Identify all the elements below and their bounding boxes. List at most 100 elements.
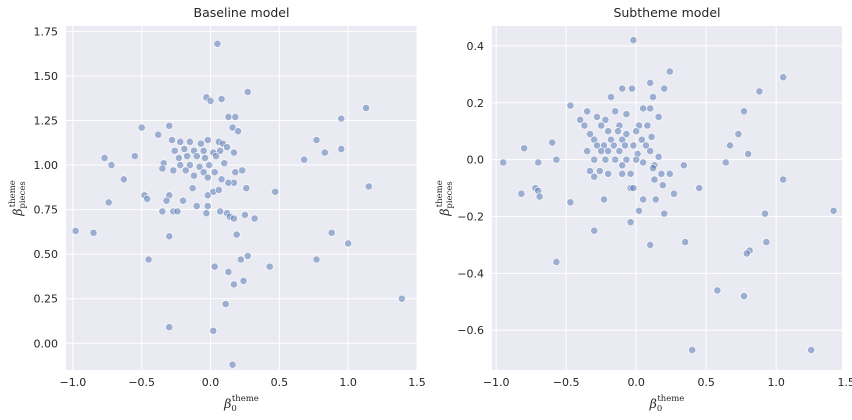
scatter-point — [201, 153, 209, 162]
scatter-point — [199, 168, 208, 177]
scatter-point — [144, 255, 153, 264]
scatter-point — [583, 147, 592, 155]
scatter-point — [165, 323, 174, 332]
scatter-point — [552, 155, 561, 164]
scatter-points — [71, 39, 406, 369]
scatter-point — [209, 326, 218, 335]
y-tick-label: 0.75 — [34, 204, 59, 217]
y-tick-label: 1.25 — [34, 114, 59, 127]
scatter-point — [601, 155, 610, 164]
scatter-point — [223, 143, 231, 152]
scatter-point — [71, 227, 80, 235]
scatter-point — [622, 130, 631, 138]
scatter-point — [590, 226, 599, 235]
chart-title: Subtheme model — [613, 5, 720, 20]
scatter-point — [646, 241, 655, 249]
scatter-point — [654, 113, 663, 121]
scatter-point — [220, 159, 229, 168]
scatter-point — [224, 268, 233, 276]
scatter-point — [611, 107, 620, 116]
scatter-point — [586, 130, 594, 138]
x-tick-label: 0.0 — [202, 376, 220, 389]
scatter-point — [604, 147, 613, 155]
scatter-point — [174, 153, 183, 162]
scatter-point — [807, 346, 816, 354]
scatter-point — [176, 161, 185, 169]
scatter-point — [618, 169, 627, 178]
y-tick-label: 1.50 — [34, 70, 59, 83]
gridlines — [492, 26, 847, 370]
x-tick-label: 1.5 — [408, 376, 426, 389]
scatter-point — [650, 175, 659, 184]
scatter-point — [601, 115, 610, 124]
scatter-point — [234, 127, 242, 136]
scatter-point — [241, 211, 249, 219]
scatter-point — [320, 148, 329, 157]
scatter-point — [243, 252, 252, 260]
scatter-point — [593, 113, 601, 121]
scatter-point — [517, 189, 526, 198]
scatter-point — [169, 166, 178, 175]
scatter-point — [206, 96, 215, 105]
scatter-point — [660, 209, 669, 218]
scatter-point — [649, 164, 657, 173]
scatter-point — [364, 182, 373, 191]
scatter-point — [604, 169, 613, 178]
scatter-point — [231, 113, 240, 121]
scatter-point — [181, 166, 190, 175]
scatter-point — [195, 162, 204, 171]
scatter-point — [185, 137, 194, 146]
scatter-point — [779, 175, 788, 184]
scatter-point — [107, 161, 116, 169]
scatter-point — [170, 146, 179, 155]
scatter-point — [576, 115, 585, 124]
scatter-point — [660, 84, 669, 93]
scatter-point — [595, 167, 604, 175]
scatter-point — [213, 39, 222, 48]
scatter-point — [535, 192, 544, 201]
scatter-point — [312, 136, 321, 144]
scatter-point — [829, 206, 838, 215]
scatter-point — [168, 136, 176, 144]
y-tick-label: 1.00 — [34, 159, 59, 172]
scatter-point — [238, 166, 247, 175]
scatter-point — [665, 67, 674, 76]
scatter-point — [196, 139, 205, 148]
scatter-point — [618, 84, 627, 93]
scatter-point — [183, 152, 192, 161]
scatter-point — [362, 104, 370, 112]
scatter-point — [104, 198, 113, 207]
scatter-point — [165, 121, 174, 130]
scatter-point — [203, 173, 212, 182]
x-tick-label: −1.0 — [60, 376, 87, 389]
y-tick-label: 0.50 — [34, 248, 59, 261]
scatter-point — [203, 202, 212, 210]
scatter-point — [779, 73, 788, 82]
scatter-point — [190, 171, 198, 180]
scatter-point — [615, 147, 624, 155]
scatter-point — [327, 228, 336, 237]
scatter-point — [761, 209, 769, 218]
scatter-point — [670, 189, 678, 198]
scatter-point — [646, 78, 655, 87]
scatter-point — [202, 209, 211, 218]
scatter-point — [622, 110, 631, 119]
scatter-point — [216, 207, 225, 216]
scatter-point — [162, 196, 171, 205]
y-tick-label: 0.0 — [467, 154, 485, 167]
scatter-point — [119, 175, 128, 184]
scatter-point — [158, 207, 167, 216]
scatter-point — [534, 158, 543, 167]
scatter-point — [597, 121, 606, 130]
scatter-point — [688, 346, 697, 354]
scatter-point — [199, 146, 208, 155]
scatter-point — [250, 214, 259, 223]
scatter-point — [626, 169, 635, 178]
y-tick-label: −0.4 — [457, 267, 484, 280]
scatter-point — [726, 141, 734, 150]
scatter-point — [713, 286, 722, 295]
scatter-point — [210, 262, 219, 271]
scatter-point — [622, 155, 631, 164]
scatter-point — [271, 187, 280, 196]
y-tick-label: 0.4 — [467, 40, 485, 53]
